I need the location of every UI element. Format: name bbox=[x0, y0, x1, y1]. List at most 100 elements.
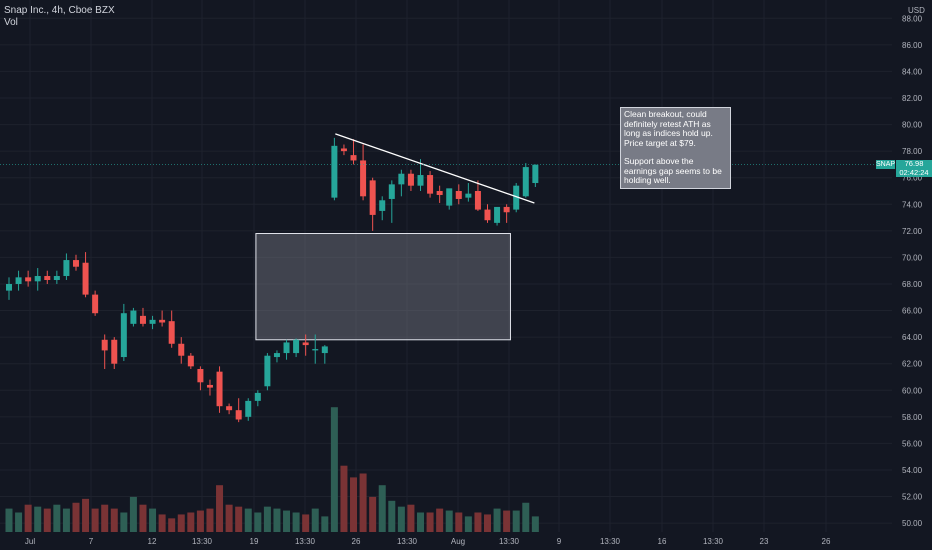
candle-body bbox=[503, 206, 510, 213]
volume-bar bbox=[254, 512, 262, 532]
candle-body bbox=[436, 190, 443, 195]
trendline-segment[interactable] bbox=[335, 133, 535, 204]
volume-bar bbox=[82, 498, 90, 532]
volume-bar bbox=[273, 508, 281, 532]
volume-bar bbox=[225, 504, 233, 532]
candle-body bbox=[388, 184, 395, 199]
price-axis[interactable]: 88.00 86.00 84.00 82.00 80.00 78.00 76.00 74.00… bbox=[0, 14, 923, 528]
volume-bar bbox=[378, 485, 386, 532]
volume-bar bbox=[531, 516, 539, 532]
support-zone[interactable] bbox=[255, 233, 511, 341]
price-tick-label: 78.00 bbox=[902, 147, 923, 156]
candle-body bbox=[120, 313, 127, 358]
volume-bar bbox=[216, 485, 224, 532]
volume-bar bbox=[340, 465, 348, 532]
symbol-badge: SNAP bbox=[876, 160, 896, 169]
candle-body bbox=[187, 355, 194, 367]
volume-legend: Vol bbox=[4, 17, 18, 28]
candle-body bbox=[149, 319, 156, 324]
annotation-text-2: Support above the earnings gap seems to … bbox=[624, 156, 722, 185]
candle-body bbox=[484, 209, 491, 221]
candle-body bbox=[63, 260, 70, 277]
volume-bar bbox=[149, 508, 157, 532]
candle-body bbox=[283, 342, 290, 354]
volume-bar bbox=[62, 508, 70, 532]
currency-label: USD bbox=[908, 6, 925, 15]
annotation-text-1: Clean breakout, could definitely retest … bbox=[624, 109, 713, 148]
candle-body bbox=[197, 369, 204, 383]
price-tick-label: 60.00 bbox=[902, 386, 923, 395]
price-tick-label: 68.00 bbox=[902, 280, 923, 289]
volume-bar bbox=[15, 512, 23, 532]
candle-body bbox=[206, 384, 213, 388]
volume-bar bbox=[330, 407, 338, 532]
candle-body bbox=[25, 277, 32, 282]
candle-body bbox=[427, 175, 434, 194]
volume-bar bbox=[43, 508, 51, 532]
candle-body bbox=[168, 321, 175, 344]
time-tick-label: Aug bbox=[451, 537, 465, 546]
time-axis[interactable]: Jul 7 12 13:30 19 13:30 26 13:30 Aug 13:30 9 13:30 1… bbox=[25, 537, 831, 546]
volume-bar bbox=[455, 512, 463, 532]
candle-body bbox=[312, 349, 319, 351]
price-tick-label: 74.00 bbox=[902, 200, 923, 209]
candle-body bbox=[417, 175, 424, 186]
time-tick-label: 13:30 bbox=[192, 537, 213, 546]
volume-bar bbox=[24, 504, 32, 532]
candle-body bbox=[82, 262, 89, 295]
volume-bar bbox=[53, 504, 61, 532]
volume-bar bbox=[158, 514, 166, 532]
volume-bar bbox=[302, 514, 310, 532]
time-tick-label: 26 bbox=[822, 537, 831, 546]
price-tick-label: 62.00 bbox=[902, 360, 923, 369]
bar-countdown: 02:42:24 bbox=[899, 167, 929, 177]
volume-bar bbox=[359, 473, 367, 532]
price-tick-label: 76.00 bbox=[902, 174, 923, 183]
support-zone-rect[interactable] bbox=[255, 233, 511, 341]
volume-bar bbox=[196, 510, 204, 532]
volume-bar bbox=[168, 518, 176, 532]
price-tick-label: 54.00 bbox=[902, 466, 923, 475]
volume-bar bbox=[110, 508, 118, 532]
time-tick-label: 13:30 bbox=[295, 537, 316, 546]
volume-bar bbox=[311, 508, 319, 532]
grid-lines bbox=[0, 0, 892, 532]
candle-body bbox=[101, 339, 108, 351]
time-tick-label: 26 bbox=[352, 537, 361, 546]
candle-body bbox=[72, 260, 79, 267]
candle-body bbox=[446, 188, 453, 206]
volume-bar bbox=[139, 504, 147, 532]
price-tick-label: 86.00 bbox=[902, 41, 923, 50]
candle-body bbox=[407, 173, 414, 186]
candle-body bbox=[178, 343, 185, 356]
volume-bar bbox=[350, 477, 358, 532]
candle-body bbox=[302, 342, 309, 346]
candle-body bbox=[398, 173, 405, 185]
time-tick-label: 7 bbox=[89, 537, 94, 546]
volume-bar bbox=[187, 512, 195, 532]
volume-bar bbox=[397, 506, 405, 532]
volume-bar bbox=[493, 508, 501, 532]
volume-bar bbox=[388, 500, 396, 532]
volume-bar bbox=[426, 512, 434, 532]
time-tick-label: 13:30 bbox=[397, 537, 418, 546]
volume-bar bbox=[283, 510, 291, 532]
annotation-note[interactable]: Clean breakout, could definitely retest … bbox=[620, 107, 731, 189]
candle-body bbox=[254, 392, 261, 401]
time-tick-label: 19 bbox=[250, 537, 259, 546]
candle-body bbox=[340, 148, 347, 152]
candle-body bbox=[465, 193, 472, 198]
time-tick-label: 16 bbox=[658, 537, 667, 546]
candle-body bbox=[53, 276, 60, 280]
trendline[interactable] bbox=[335, 133, 535, 204]
volume-bar bbox=[72, 502, 80, 532]
volume-bar bbox=[34, 506, 42, 532]
candle-body bbox=[293, 339, 300, 354]
time-tick-label: Jul bbox=[25, 537, 35, 546]
candle-body bbox=[139, 315, 146, 324]
volume-bar bbox=[101, 504, 109, 532]
symbol-title: Snap Inc., 4h, Cboe BZX bbox=[4, 5, 115, 16]
time-tick-label: 9 bbox=[557, 537, 562, 546]
volume-bar bbox=[369, 496, 377, 532]
